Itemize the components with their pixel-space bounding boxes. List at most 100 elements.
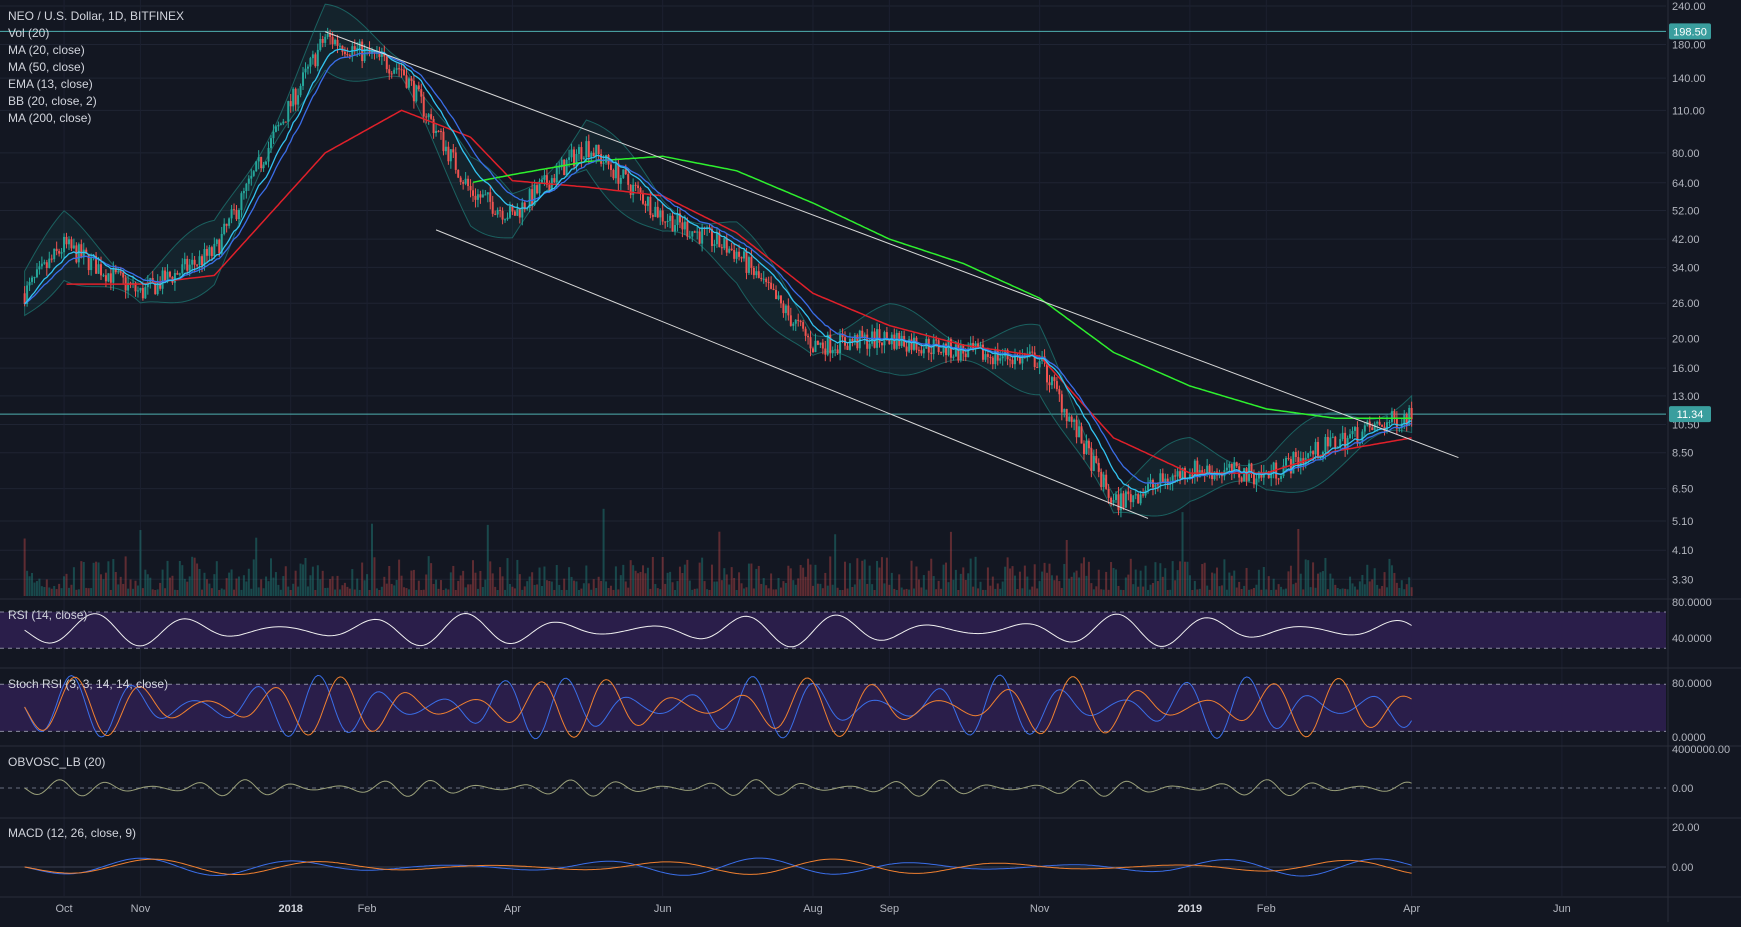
candle-body: [614, 163, 617, 179]
volume-bar: [196, 563, 199, 596]
candle-body: [489, 192, 492, 202]
volume-bar: [407, 589, 410, 596]
candle-body: [1068, 416, 1071, 422]
legend-ema13[interactable]: EMA (13, close): [8, 77, 93, 91]
candle-body: [284, 121, 287, 123]
candle-body: [511, 206, 514, 212]
legend-ma20[interactable]: MA (20, close): [8, 43, 85, 57]
candle-body: [302, 72, 305, 86]
volume-bar: [932, 576, 935, 596]
legend-bb[interactable]: BB (20, close, 2): [8, 94, 97, 108]
volume-bar: [85, 587, 88, 596]
volume-bar: [1087, 561, 1090, 596]
candle-body: [338, 45, 341, 47]
candle-body: [592, 152, 595, 157]
candle-body: [472, 190, 475, 196]
volume-bar: [1201, 564, 1204, 596]
volume-bar: [789, 568, 792, 596]
candle-body: [523, 202, 526, 210]
volume-bar: [873, 589, 876, 596]
volume-bar: [60, 588, 63, 596]
obv-line: [24, 779, 1412, 797]
candle-body: [1228, 463, 1231, 468]
candle-body: [1149, 479, 1152, 484]
candle-body: [508, 206, 511, 218]
candle-body: [459, 177, 462, 183]
volume-bar: [614, 566, 617, 596]
candle-body: [407, 78, 410, 88]
rsi-pane-label[interactable]: RSI (14, close): [8, 608, 88, 622]
candle-body: [674, 225, 677, 232]
price-tick-label: 16.00: [1672, 363, 1700, 375]
volume-bar: [703, 581, 706, 596]
candle-body: [178, 273, 181, 275]
volume-bar: [302, 564, 305, 596]
candle-body: [617, 163, 620, 184]
candle-body: [499, 209, 502, 211]
volume-bar: [949, 531, 952, 596]
volume-bar: [412, 569, 415, 596]
candle-body: [228, 218, 231, 226]
candle-body: [1410, 407, 1413, 420]
volume-bar: [447, 589, 450, 596]
candle-body: [701, 228, 704, 244]
candle-body: [491, 201, 494, 214]
volume-bar: [814, 564, 817, 596]
volume-bar: [747, 563, 750, 596]
candle-body: [80, 244, 83, 258]
candle-body: [787, 305, 790, 316]
obv-pane-label[interactable]: OBVOSC_LB (20): [8, 755, 106, 769]
candle-body: [161, 270, 164, 289]
candle-body: [186, 258, 189, 271]
date-tick-label: Apr: [1403, 903, 1420, 915]
candle-body: [1371, 427, 1374, 431]
candle-body: [432, 118, 435, 134]
legend-ma200[interactable]: MA (200, close): [8, 111, 92, 125]
candle-body: [385, 56, 388, 70]
volume-bar: [499, 567, 502, 596]
volume-bar: [846, 588, 849, 596]
legend-vol[interactable]: Vol (20): [8, 26, 50, 40]
price-tick-label: 6.50: [1672, 484, 1693, 496]
candle-body: [309, 58, 312, 67]
macd-pane-label[interactable]: MACD (12, 26, close, 9): [8, 826, 137, 840]
candle-body: [989, 356, 992, 358]
candle-body: [573, 149, 576, 166]
volume-bar: [378, 589, 381, 596]
volume-bar: [1119, 589, 1122, 596]
candle-body: [713, 244, 716, 246]
volume-bar: [1344, 588, 1347, 596]
candle-body: [829, 334, 832, 354]
candle-body: [1294, 451, 1297, 457]
volume-bar: [1326, 589, 1329, 596]
candle-body: [1201, 470, 1204, 474]
ma20-line: [24, 52, 1412, 485]
candle-body: [999, 358, 1002, 361]
legend-ma50[interactable]: MA (50, close): [8, 60, 85, 74]
volume-bar: [1240, 588, 1243, 596]
date-tick-label: Nov: [131, 903, 151, 915]
volume-bar: [777, 577, 780, 596]
candle-body: [981, 344, 984, 360]
pane-tick-label: 80.0000: [1672, 597, 1712, 609]
candle-body: [1117, 494, 1120, 511]
volume-bar: [915, 566, 918, 596]
candle-body: [814, 340, 817, 353]
candle-body: [605, 155, 608, 163]
volume-bar: [1289, 565, 1292, 596]
candle-body: [82, 249, 85, 258]
volume-bar: [1198, 588, 1201, 596]
candle-body: [1240, 477, 1243, 482]
candle-body: [858, 330, 861, 349]
volume-bar: [1368, 581, 1371, 596]
candle-body: [1070, 416, 1073, 422]
stoch-pane-label[interactable]: Stoch RSI (3, 3, 14, 14, close): [8, 677, 169, 691]
volume-bar: [321, 570, 324, 596]
candle-body: [141, 287, 144, 299]
volume-bar: [267, 581, 270, 596]
volume-bar: [324, 587, 327, 596]
volume-bar: [427, 556, 430, 596]
volume-bar: [927, 570, 930, 596]
candle-body: [242, 190, 245, 194]
